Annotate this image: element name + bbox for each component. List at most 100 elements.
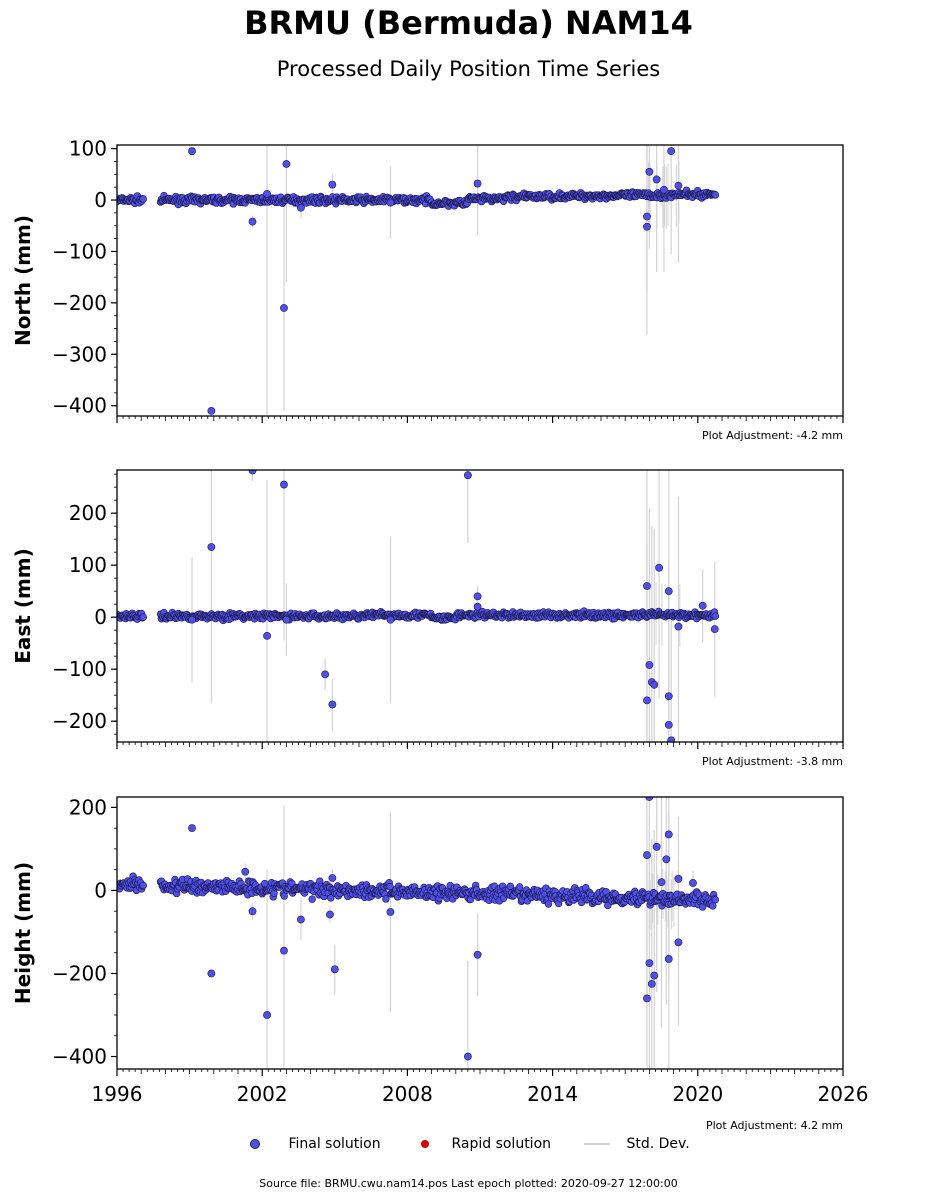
chart-title: BRMU (Bermuda) NAM14: [244, 4, 693, 42]
east-outlier-point: [667, 736, 676, 742]
east-outlier-point: [473, 602, 482, 611]
source-footer: Source file: BRMU.cwu.nam14.pos Last epo…: [259, 1177, 678, 1190]
north-ytick-label: −300: [52, 342, 107, 366]
height-outlier-point: [645, 959, 654, 968]
height-outlier-point: [662, 855, 671, 864]
east-point: [711, 612, 720, 620]
height-outlier-point: [207, 969, 216, 978]
north-outlier-point: [328, 180, 337, 189]
east-point: [139, 613, 147, 621]
height-point: [139, 881, 147, 890]
north-outlier-point: [263, 189, 271, 198]
height-outlier-point: [330, 965, 339, 974]
north-ytick-label: 100: [69, 137, 107, 161]
north-ytick-label: −400: [52, 394, 107, 418]
north-outlier-point: [667, 147, 676, 156]
north-point: [711, 191, 720, 199]
east-outlier-point: [328, 700, 337, 709]
height-plot-adjustment: Plot Adjustment: 4.2 mm: [705, 1119, 843, 1132]
height-point: [308, 895, 316, 903]
north-outlier-point: [386, 198, 395, 207]
east-outlier-point: [674, 622, 683, 631]
north-plot-adjustment: Plot Adjustment: -4.2 mm: [702, 429, 843, 442]
east-outlier-point: [321, 670, 330, 679]
legend-marker-std-dev: [584, 1143, 610, 1145]
height-outlier-point: [328, 874, 337, 882]
east-ylabel: East (mm): [11, 548, 35, 664]
east-outlier-point: [207, 543, 216, 551]
east-ytick-label: 100: [69, 553, 107, 577]
east-outlier-point: [463, 471, 472, 480]
east-outlier-point: [650, 680, 659, 689]
east-ytick-label: −100: [52, 657, 107, 681]
east-outlier-point: [280, 480, 288, 489]
height-ytick-label: −200: [52, 961, 107, 985]
east-outlier-point: [643, 582, 651, 590]
east-outlier-point: [655, 563, 663, 572]
legend-marker-final: [250, 1139, 260, 1149]
north-outlier-point: [643, 222, 651, 231]
east-points: [117, 470, 720, 742]
north-ytick-label: 0: [94, 188, 107, 212]
height-xtick-label: 2008: [382, 1082, 433, 1106]
height-outlier-point: [297, 915, 305, 924]
height-outlier-point: [674, 874, 683, 883]
height-outlier-point: [280, 946, 288, 955]
legend-item-final: Final solution: [250, 1136, 381, 1152]
height-point: [709, 902, 717, 910]
height-outlier-point: [674, 938, 683, 947]
legend-marker-rapid: [421, 1140, 429, 1148]
east-error-bars: [191, 470, 716, 742]
height-outlier-point: [473, 950, 482, 959]
legend-label-rapid: Rapid solution: [451, 1136, 552, 1152]
north-outlier-point: [660, 185, 668, 194]
east-outlier-point: [664, 720, 673, 729]
north-points: [117, 147, 720, 415]
height-xtick-label: 1996: [92, 1082, 143, 1106]
height-point: [544, 900, 553, 908]
east-outlier-point: [698, 601, 707, 610]
north-outlier-point: [643, 212, 651, 221]
height-ylabel: Height (mm): [11, 862, 35, 1004]
height-xtick-label: 2002: [237, 1082, 288, 1106]
height-point: [382, 895, 390, 903]
east-outlier-point: [645, 661, 654, 669]
north-ylabel: North (mm): [11, 215, 35, 346]
north-point: [139, 195, 147, 203]
height-outlier-point: [650, 971, 659, 980]
height-outlier-point: [647, 979, 656, 988]
height-outlier-point: [657, 878, 666, 887]
north-outlier-point: [280, 304, 288, 312]
height-outlier-point: [664, 955, 673, 963]
north-outlier-point: [207, 406, 216, 415]
east-outlier-point: [664, 587, 673, 596]
legend-item-std-dev: Std. Dev.: [584, 1136, 690, 1152]
north-outlier-point: [652, 175, 661, 184]
height-panel: 200 0 −200 −400 1996 2002 2008 2014 2020 2026 Heig…: [11, 795, 869, 1106]
east-panel: 200 100 0 −100 −200 East (mm): [11, 469, 844, 749]
height-point: [711, 896, 720, 904]
height-outlier-point: [188, 824, 196, 833]
height-point: [515, 883, 524, 891]
chart-subtitle: Processed Daily Position Time Series: [276, 57, 661, 81]
height-xtick-label: 2026: [818, 1082, 869, 1106]
height-outlier-point: [643, 851, 651, 860]
east-outlier-point: [643, 696, 651, 705]
height-point: [386, 883, 394, 891]
height-outlier-point: [263, 1011, 271, 1019]
east-plot-adjustment: Plot Adjustment: -3.8 mm: [702, 755, 843, 768]
east-ytick-label: 0: [94, 605, 107, 629]
east-ytick-label: 200: [69, 501, 107, 525]
height-error-bars: [244, 797, 694, 1069]
north-outlier-point: [248, 217, 257, 226]
height-ytick-label: 200: [69, 795, 107, 819]
height-xtick-label: 2014: [527, 1082, 578, 1106]
height-outlier-point: [241, 867, 250, 876]
north-outlier-point: [282, 160, 291, 168]
east-outlier-point: [664, 692, 673, 701]
east-outlier-point: [263, 632, 271, 640]
east-outlier-point: [386, 615, 395, 624]
north-outlier-point: [473, 179, 482, 188]
east-outlier-point: [282, 615, 291, 624]
height-ytick-label: −400: [52, 1045, 107, 1069]
